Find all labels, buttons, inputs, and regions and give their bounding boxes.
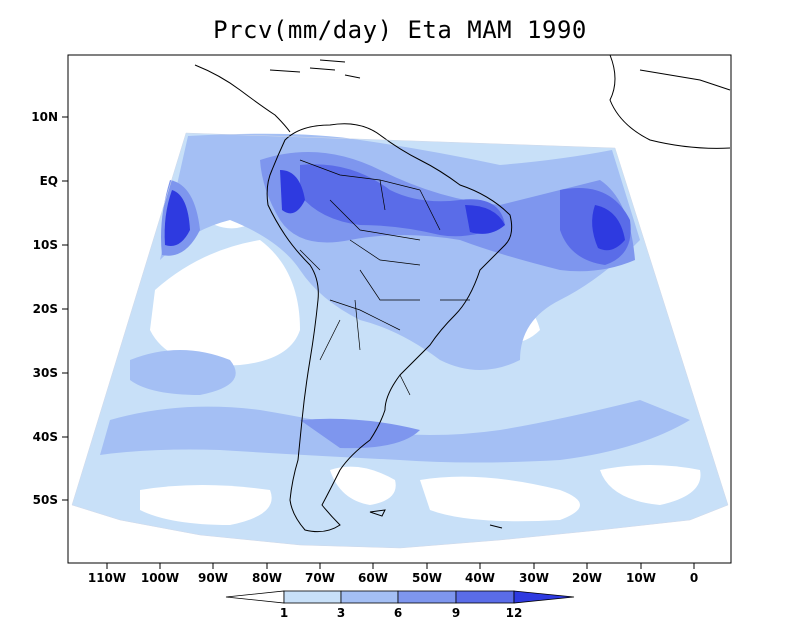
domain-edge	[71, 132, 729, 549]
lat-label-30s: 30S	[33, 366, 58, 380]
lat-label-50s: 50S	[33, 493, 58, 507]
color-bar-segment-lt1	[225, 590, 285, 604]
color-bar-label-6: 6	[394, 606, 402, 618]
lon-axis: 110W 100W 90W 80W 70W 60W 50W 40W 30W 20…	[88, 563, 698, 585]
precip-band-peak-andes	[280, 170, 305, 214]
lon-label-50w: 50W	[412, 571, 442, 585]
central-america-outline	[194, 64, 291, 133]
lon-label-60w: 60W	[358, 571, 388, 585]
lat-label-10s: 10S	[33, 238, 58, 252]
south-georgia	[489, 524, 503, 529]
precip-band-3-6-mid	[130, 350, 236, 395]
precip-band-peak-atlantic	[592, 205, 625, 251]
color-bar-segment-gt12	[513, 590, 575, 604]
lon-label-110w: 110W	[88, 571, 126, 585]
lat-axis: 10N EQ 10S 20S 30S 40S 50S	[31, 110, 68, 507]
precip-band-3-6-south	[100, 400, 690, 463]
precip-band-9-12	[300, 164, 505, 237]
color-bar-label-9: 9	[452, 606, 460, 618]
color-bar-segment-1-3	[283, 590, 342, 604]
dry-zone-patagonia	[330, 466, 396, 505]
precip-band-peak-west	[164, 190, 190, 246]
lon-label-80w: 80W	[252, 571, 282, 585]
lat-label-10n: 10N	[31, 110, 58, 124]
color-bar-label-1: 1	[280, 606, 288, 618]
country-borders	[299, 159, 470, 396]
dry-zone-south-atlantic	[420, 476, 580, 522]
lon-label-40w: 40W	[465, 571, 495, 585]
lon-label-30w: 30W	[519, 571, 549, 585]
dry-zone-south-pacific	[140, 485, 272, 525]
lon-label-0: 0	[690, 571, 698, 585]
lon-label-100w: 100W	[141, 571, 179, 585]
dry-zone-sw-atlantic	[600, 465, 701, 505]
dry-zone-se-pacific	[150, 240, 300, 366]
falklands	[369, 509, 386, 517]
lat-label-40s: 40S	[33, 430, 58, 444]
color-bar-label-12: 12	[506, 606, 523, 618]
lon-label-90w: 90W	[198, 571, 228, 585]
color-bar: 1 3 6 9 12	[225, 590, 575, 618]
precip-band-peak-nordeste	[465, 205, 505, 234]
lat-label-eq: EQ	[40, 174, 58, 188]
color-bar-segment-6-9	[397, 590, 457, 604]
lat-label-20s: 20S	[33, 302, 58, 316]
lon-label-20w: 20W	[572, 571, 602, 585]
south-america-outline	[266, 123, 513, 533]
lon-label-70w: 70W	[305, 571, 335, 585]
color-bar-segment-3-6	[340, 590, 399, 604]
map-title: Prcv(mm/day) Eta MAM 1990	[213, 16, 587, 44]
africa-outline	[609, 55, 731, 149]
lon-label-10w: 10W	[626, 571, 656, 585]
color-bar-label-3: 3	[337, 606, 345, 618]
precip-band-6-9-south	[300, 418, 420, 449]
coastlines	[194, 55, 731, 533]
color-bar-segment-9-12	[455, 590, 515, 604]
caribbean-islands	[269, 59, 361, 79]
